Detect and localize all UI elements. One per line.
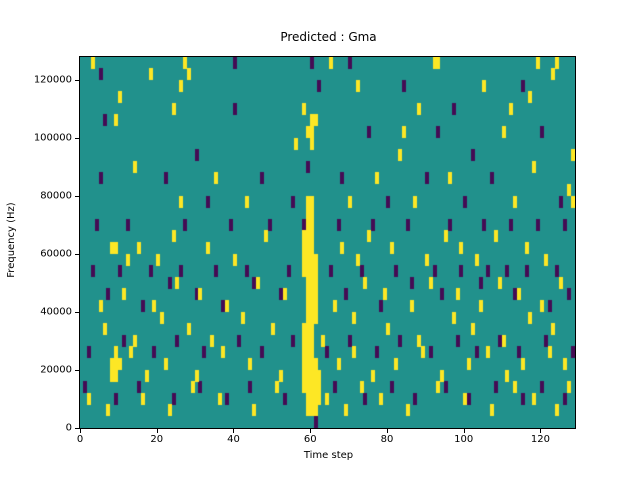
x-tick-label: 80 bbox=[380, 434, 394, 445]
y-tick-mark bbox=[75, 370, 79, 372]
y-tick-label: 120000 bbox=[33, 74, 72, 86]
y-tick-mark bbox=[75, 254, 79, 256]
x-tick-label: 20 bbox=[150, 434, 164, 445]
x-tick-mark bbox=[156, 429, 158, 433]
y-tick-label: 40000 bbox=[40, 306, 72, 318]
x-tick-mark bbox=[540, 429, 542, 433]
chart-title: Predicted : Gma bbox=[280, 30, 377, 44]
y-tick-label: 80000 bbox=[40, 190, 72, 202]
y-tick-label: 0 bbox=[65, 422, 72, 434]
y-tick-label: 20000 bbox=[40, 364, 72, 376]
x-tick-mark bbox=[310, 429, 312, 433]
plot-area bbox=[79, 56, 576, 429]
x-axis-label: Time step bbox=[303, 450, 354, 461]
y-tick-mark bbox=[75, 312, 79, 314]
x-tick-mark bbox=[80, 429, 81, 433]
x-tick-label: 40 bbox=[227, 434, 240, 445]
x-tick-mark bbox=[463, 429, 465, 433]
y-tick-label: 100000 bbox=[33, 132, 72, 144]
y-tick-label: 60000 bbox=[40, 248, 72, 260]
x-tick-label: 0 bbox=[76, 434, 84, 445]
y-tick-mark bbox=[75, 138, 79, 140]
x-tick-mark bbox=[233, 429, 235, 433]
heatmap-canvas bbox=[80, 57, 575, 428]
x-tick-label: 120 bbox=[530, 434, 550, 445]
y-axis-label: Frequency (Hz) bbox=[6, 202, 17, 278]
x-tick-mark bbox=[386, 429, 388, 433]
x-tick-label: 60 bbox=[303, 434, 317, 445]
y-tick-mark bbox=[75, 428, 79, 429]
y-tick-mark bbox=[75, 80, 79, 82]
x-tick-label: 100 bbox=[454, 434, 474, 445]
y-tick-mark bbox=[75, 196, 79, 198]
